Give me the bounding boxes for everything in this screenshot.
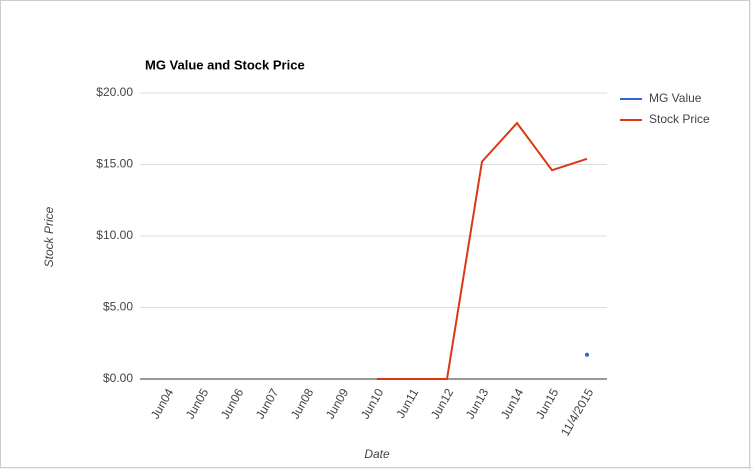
x-axis-label: Date (364, 447, 390, 461)
line (377, 121, 588, 380)
y-tick-label: $5.00 (103, 300, 133, 314)
legend-label: Stock Price (649, 112, 710, 126)
y-tick-label: $0.00 (103, 371, 133, 385)
y-tick-label: $10.00 (96, 228, 133, 242)
y-tick-label: $15.00 (96, 157, 133, 171)
chart-title: MG Value and Stock Price (145, 57, 305, 72)
y-tick-label: $20.00 (96, 85, 133, 99)
legend-label: MG Value (649, 91, 702, 105)
point (585, 352, 589, 357)
y-axis-label: Stock Price (42, 206, 56, 267)
